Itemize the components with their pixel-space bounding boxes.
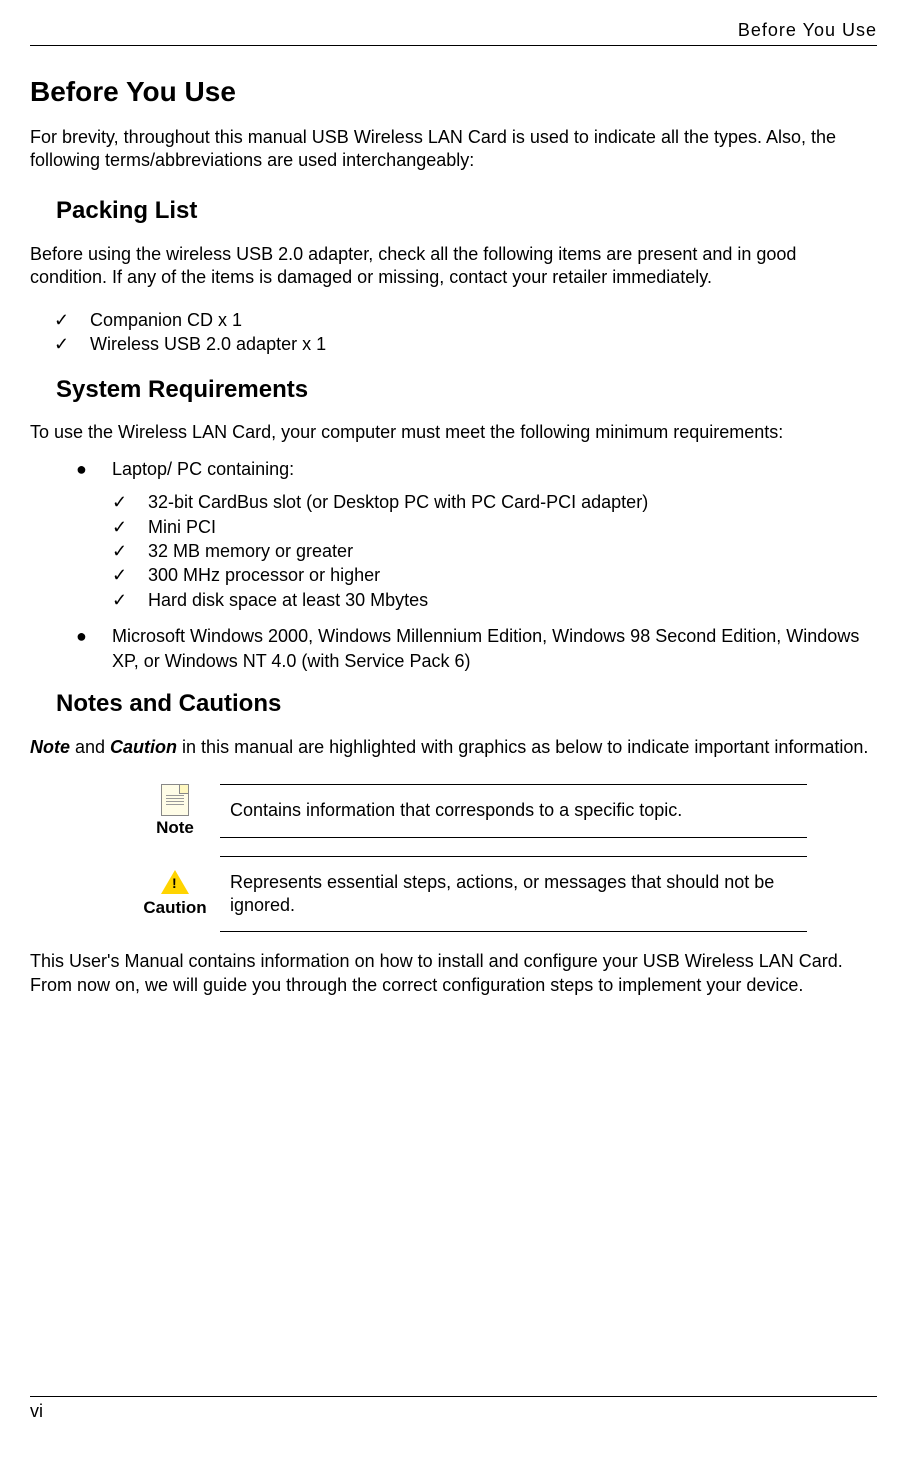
notes-paragraph: Note and Caution in this manual are high… bbox=[30, 736, 877, 759]
list-item: Microsoft Windows 2000, Windows Millenni… bbox=[76, 624, 877, 674]
sysreq-sublist: 32-bit CardBus slot (or Desktop PC with … bbox=[112, 490, 877, 611]
note-text: Contains information that corresponds to… bbox=[220, 784, 807, 838]
caution-bold-italic: Caution bbox=[110, 737, 177, 757]
caution-text: Represents essential steps, actions, or … bbox=[220, 856, 807, 933]
list-item: 32 MB memory or greater bbox=[112, 539, 877, 563]
packing-list: Companion CD x 1 Wireless USB 2.0 adapte… bbox=[54, 308, 877, 357]
page-title: Before You Use bbox=[30, 76, 877, 108]
caution-label: Caution bbox=[143, 898, 206, 918]
caution-callout-left: Caution bbox=[130, 856, 220, 933]
footer-rule: vi bbox=[30, 1396, 877, 1422]
note-icon bbox=[161, 784, 189, 816]
and-text: and bbox=[70, 737, 110, 757]
sysreq-intro: To use the Wireless LAN Card, your compu… bbox=[30, 422, 877, 443]
note-callout: Note Contains information that correspon… bbox=[130, 784, 807, 838]
packing-heading: Packing List bbox=[56, 197, 877, 225]
sysreq-bullets-2: Microsoft Windows 2000, Windows Millenni… bbox=[76, 624, 877, 674]
notes-heading: Notes and Cautions bbox=[56, 690, 877, 718]
list-item: Laptop/ PC containing: bbox=[76, 457, 877, 482]
note-callout-left: Note bbox=[130, 784, 220, 838]
sysreq-bullets: Laptop/ PC containing: bbox=[76, 457, 877, 482]
caution-icon bbox=[161, 870, 189, 894]
list-item: Companion CD x 1 bbox=[54, 308, 877, 332]
page-number: vi bbox=[30, 1401, 877, 1422]
sysreq-heading: System Requirements bbox=[56, 376, 877, 404]
intro-paragraph: For brevity, throughout this manual USB … bbox=[30, 126, 877, 173]
list-item: Hard disk space at least 30 Mbytes bbox=[112, 588, 877, 612]
note-label: Note bbox=[156, 818, 194, 838]
list-item: 300 MHz processor or higher bbox=[112, 563, 877, 587]
running-title: Before You Use bbox=[30, 20, 877, 41]
caution-callout: Caution Represents essential steps, acti… bbox=[130, 856, 807, 933]
list-item: Wireless USB 2.0 adapter x 1 bbox=[54, 332, 877, 356]
notes-suffix: in this manual are highlighted with grap… bbox=[177, 737, 868, 757]
packing-paragraph: Before using the wireless USB 2.0 adapte… bbox=[30, 243, 877, 290]
list-item: Mini PCI bbox=[112, 515, 877, 539]
header-rule: Before You Use bbox=[30, 20, 877, 46]
closing-paragraph: This User's Manual contains information … bbox=[30, 950, 877, 997]
list-item: 32-bit CardBus slot (or Desktop PC with … bbox=[112, 490, 877, 514]
note-bold-italic: Note bbox=[30, 737, 70, 757]
